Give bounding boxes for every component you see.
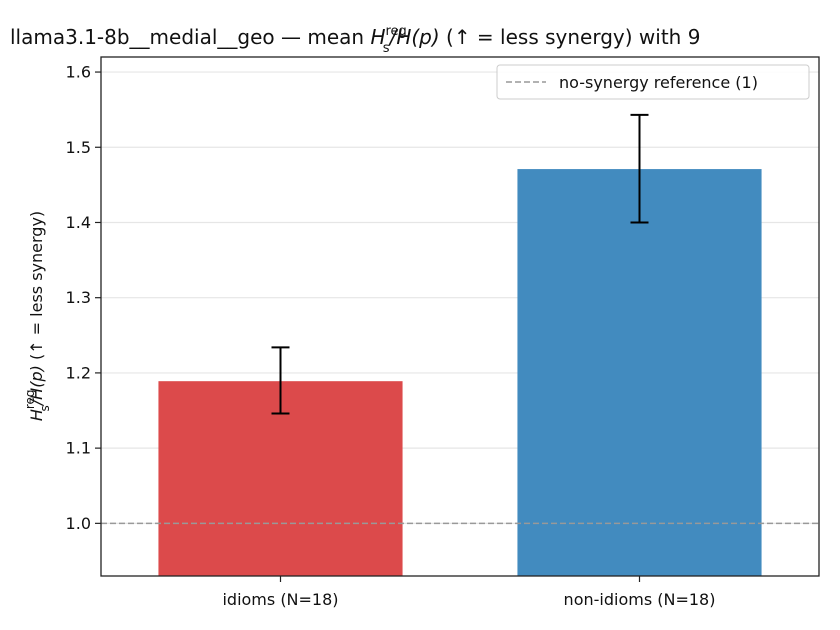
legend-label: no-synergy reference (1) (559, 73, 758, 92)
y-tick-label: 1.2 (66, 363, 91, 382)
y-tick-label: 1.4 (66, 213, 91, 232)
error-bars (271, 113, 649, 415)
legend-box (496, 64, 810, 100)
bars (158, 169, 762, 576)
title-math-sup: reg (385, 24, 406, 39)
y-axis: 1.0 1.1 1.2 1.3 1.4 1.5 1.6 (66, 63, 101, 533)
title-math-rest: /H(p) (388, 25, 440, 49)
ylabel-math-sup: reg (23, 389, 37, 409)
chart-title: llama3.1-8b__medial__geo — mean Hreg s/H(… (10, 24, 700, 56)
title-math-sub: s (383, 41, 390, 56)
y-tick-label: 1.3 (66, 288, 91, 307)
x-tick-label: non-idioms (N=18) (564, 590, 716, 609)
title-prefix: llama3.1-8b__medial__geo — mean (10, 25, 370, 49)
y-tick-label: 1.5 (66, 138, 91, 157)
y-tick-label: 1.6 (66, 63, 91, 82)
legend: no-synergy reference (1) (496, 64, 810, 100)
y-tick-label: 1.0 (66, 514, 91, 533)
x-axis: idioms (N=18) non-idioms (N=18) (222, 576, 715, 609)
bar (517, 169, 762, 576)
title-suffix: (↑ = less synergy) with 9 (440, 25, 701, 49)
plot-area-frame (100, 56, 820, 577)
title-math-base: H (370, 25, 385, 49)
ylabel-math-rest: /H(p) (27, 365, 46, 407)
y-axis-label: Hregs/H(p) (↑ = less synergy) (23, 211, 52, 421)
y-tick-label: 1.1 (66, 439, 91, 458)
x-tick-label: idioms (N=18) (222, 590, 338, 609)
ylabel-suffix: (↑ = less synergy) (27, 211, 46, 365)
ylabel-math-base: H (27, 409, 46, 421)
ylabel-math-sub: s (38, 405, 52, 411)
